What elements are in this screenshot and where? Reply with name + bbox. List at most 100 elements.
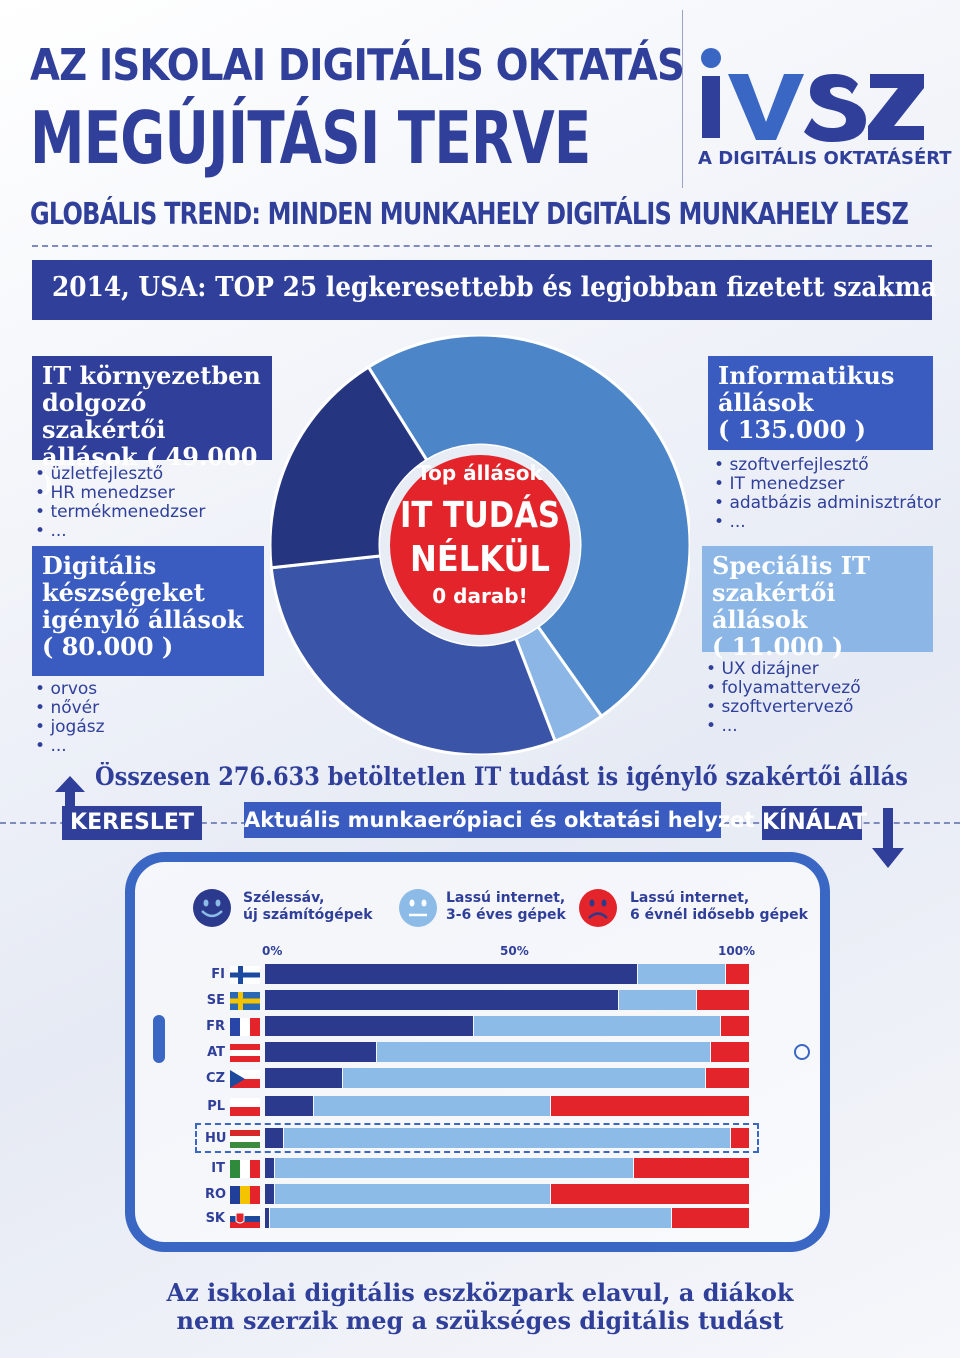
flag-ro-icon bbox=[230, 1186, 260, 1204]
arrow-up-icon bbox=[55, 776, 85, 814]
stacked-bar bbox=[265, 964, 750, 984]
bar-row-ro: RO bbox=[205, 1184, 765, 1206]
bar-segment-1 bbox=[265, 1158, 274, 1178]
flag-it-icon bbox=[230, 1160, 260, 1178]
stacked-bar bbox=[265, 1208, 750, 1228]
country-code: SE bbox=[206, 993, 225, 1008]
list-item: IT menedzser bbox=[714, 475, 941, 494]
donut-center-line-1: Top állások bbox=[417, 461, 543, 485]
flag-at-icon bbox=[230, 1044, 260, 1062]
bar-segment-2 bbox=[619, 990, 696, 1010]
happy-face-icon bbox=[193, 889, 231, 927]
country-code: CZ bbox=[206, 1071, 225, 1086]
country-code: AT bbox=[207, 1045, 225, 1060]
bar-segment-1 bbox=[265, 1096, 313, 1116]
sad-face-icon bbox=[579, 889, 617, 927]
bar-segment-2 bbox=[274, 1158, 633, 1178]
bar-row-cz: CZ bbox=[205, 1068, 765, 1090]
ivsz-logo bbox=[701, 48, 924, 142]
title-line-2: MEGÚJÍTÁSI TERVE bbox=[30, 96, 591, 180]
list-item: ... bbox=[35, 737, 105, 756]
flag-sk-icon bbox=[230, 1210, 260, 1228]
list-item: orvos bbox=[35, 680, 105, 699]
bar-row-hu: HU bbox=[205, 1128, 765, 1150]
box-line: ( 80.000 ) bbox=[42, 632, 174, 661]
bar-segment-1 bbox=[265, 1042, 376, 1062]
bar-segment-3 bbox=[696, 990, 749, 1010]
list-item: jogász bbox=[35, 718, 104, 737]
bar-segment-1 bbox=[265, 1208, 269, 1228]
legend-line: Lassú internet, bbox=[630, 890, 750, 906]
situation-label: Aktuális munkaerőpiaci és oktatási helyz… bbox=[244, 802, 754, 838]
list-item: szoftvertervező bbox=[706, 698, 861, 717]
flag-cz-icon bbox=[230, 1070, 260, 1088]
box-line: dolgozó szakértői bbox=[42, 388, 166, 444]
footer-line-1: Az iskolai digitális eszközpark elavul, … bbox=[166, 1278, 794, 1307]
hu-highlight bbox=[195, 1123, 759, 1153]
bar-segment-3 bbox=[551, 1096, 749, 1116]
bar-row-fr: FR bbox=[205, 1016, 765, 1038]
list-item: UX dizájner bbox=[706, 660, 861, 679]
legend-line: Lassú internet, bbox=[446, 890, 566, 906]
country-code: SK bbox=[205, 1211, 225, 1226]
bar-row-fi: FI bbox=[205, 964, 765, 986]
bar-segment-3 bbox=[706, 1068, 749, 1088]
bar-segment-2 bbox=[638, 964, 725, 984]
bar-segment-3 bbox=[711, 1042, 749, 1062]
donut-center-line-2: IT TUDÁS bbox=[400, 494, 560, 536]
stacked-bar bbox=[265, 1128, 750, 1148]
arrow-down-icon bbox=[872, 808, 904, 868]
legend-label-1: Szélessáv, új számítógépek bbox=[243, 890, 373, 924]
list-item: HR menedzser bbox=[35, 484, 205, 503]
bar-segment-2 bbox=[274, 1184, 551, 1204]
bar-row-sk: SK bbox=[205, 1208, 765, 1230]
box-line: IT környezetben bbox=[42, 361, 261, 390]
legend-label-2: Lassú internet, 3-6 éves gépek bbox=[446, 890, 566, 924]
box-line: szakértői állások bbox=[712, 578, 836, 634]
stacked-bar bbox=[265, 1158, 750, 1178]
box-line: állások bbox=[718, 388, 814, 417]
supply-label: KÍNÁLAT bbox=[762, 806, 867, 840]
box-line: ( 135.000 ) bbox=[718, 415, 866, 444]
digital-skills-jobs-list: orvos nővér jogász ... bbox=[35, 680, 105, 756]
stacked-bar bbox=[265, 990, 750, 1010]
bar-row-se: SE bbox=[205, 990, 765, 1012]
stacked-bar bbox=[265, 1096, 750, 1116]
bar-row-it: IT bbox=[205, 1158, 765, 1180]
list-item: nővér bbox=[35, 699, 105, 718]
bar-segment-3 bbox=[725, 964, 749, 984]
it-jobs-list: szoftverfejlesztő IT menedzser adatbázis… bbox=[714, 456, 941, 532]
bar-segment-2 bbox=[284, 1128, 730, 1148]
bar-segment-2 bbox=[376, 1042, 711, 1062]
box-line: ( 11.000 ) bbox=[712, 632, 844, 661]
bar-row-at: AT bbox=[205, 1042, 765, 1064]
legend-label-3: Lassú internet, 6 évnél idősebb gépek bbox=[630, 890, 808, 924]
tablet-side-bar bbox=[153, 1015, 165, 1063]
flag-hu-icon bbox=[230, 1130, 260, 1148]
logo-tagline: A DIGITÁLIS OKTATÁSÉRT bbox=[698, 148, 952, 169]
jobs-donut-chart: Top állások IT TUDÁS NÉLKÜL 0 darab! bbox=[270, 335, 690, 755]
legend-line: új számítógépek bbox=[243, 907, 373, 923]
it-jobs-box: Informatikus állások ( 135.000 ) bbox=[708, 356, 933, 450]
bar-segment-1 bbox=[265, 1016, 473, 1036]
list-item: ... bbox=[714, 513, 941, 532]
box-line: Speciális IT bbox=[712, 551, 870, 580]
total-jobs-text: Összesen 276.633 betöltetlen IT tudást i… bbox=[95, 762, 908, 791]
header-divider bbox=[682, 10, 683, 188]
donut-center-line-3: NÉLKÜL bbox=[410, 538, 550, 580]
donut-center-line-4: 0 darab! bbox=[432, 584, 528, 608]
x-tick: 50% bbox=[500, 944, 529, 958]
banner-text: 2014, USA: TOP 25 legkeresettebb és legj… bbox=[52, 272, 937, 303]
list-item: termékmenedzser bbox=[35, 503, 205, 522]
list-item: ... bbox=[706, 717, 861, 736]
it-env-jobs-box: IT környezetben dolgozó szakértői álláso… bbox=[32, 356, 272, 497]
bar-segment-2 bbox=[313, 1096, 551, 1116]
footer-line-2: nem szerzik meg a szükséges digitális tu… bbox=[176, 1306, 784, 1335]
digital-skills-jobs-box: Digitális készségeket igénylő állások ( … bbox=[32, 546, 264, 676]
neutral-face-icon bbox=[399, 889, 437, 927]
x-tick: 100% bbox=[718, 944, 756, 958]
country-code: FI bbox=[211, 967, 225, 982]
legend-line: Szélessáv, bbox=[243, 890, 325, 906]
special-it-jobs-list: UX dizájner folyamattervező szoftverterv… bbox=[706, 660, 861, 736]
flag-pl-icon bbox=[230, 1098, 260, 1116]
